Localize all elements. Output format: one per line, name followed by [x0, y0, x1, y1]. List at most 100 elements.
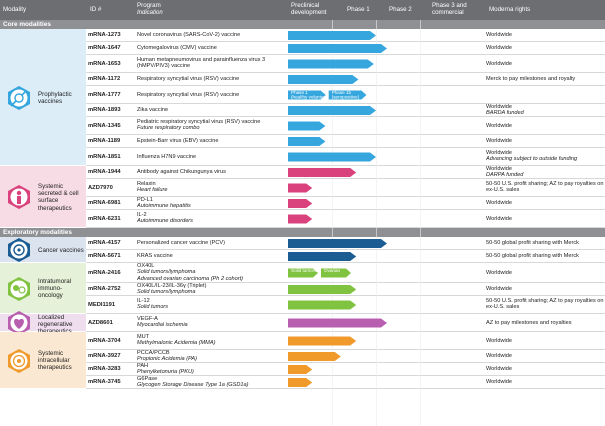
program-id: mRNA-3283: [88, 366, 121, 372]
table-row: mRNA-1345 Pediatric respiratory syncytial…: [86, 117, 605, 135]
program-cell: Zika vaccine: [137, 107, 287, 113]
program-name: G6Pase: [137, 376, 158, 382]
modality-group: Intratumoral immuno-oncology: [0, 263, 86, 314]
pipeline-bar: [288, 59, 374, 69]
pipeline-bar: [288, 183, 313, 193]
pipeline-bar: [288, 168, 357, 177]
pipeline-bar: [288, 137, 326, 146]
pipeline-bar: [288, 318, 387, 328]
stage-divider: [332, 20, 333, 426]
program-cell: OX40L/IL-23/IL-36γ (Triplet) Solid tumors…: [137, 283, 287, 296]
program-name: OX40L/IL-23/IL-36γ (Triplet): [137, 283, 207, 289]
rights-cell: Worldwide: [486, 366, 604, 372]
rights-cell: 50-50 global profit sharing with Merck: [486, 253, 604, 259]
modality-group: Cancer vaccines: [0, 237, 86, 263]
table-row: mRNA-2752 OX40L/IL-23/IL-36γ (Triplet) Sol…: [86, 283, 605, 296]
pipeline-bar: [288, 199, 313, 208]
program-name: Influenza H7N9 vaccine: [137, 154, 197, 160]
rights-cell: Worldwide: [486, 286, 604, 292]
bar-segment-label: Phase 1: [291, 90, 308, 95]
rights-text: Worldwide: [486, 270, 513, 276]
program-indication: Propionic Acidemia (PA): [137, 356, 197, 363]
rights-note: BARDA funded: [486, 110, 524, 117]
header-phase2: Phase 2: [389, 6, 412, 13]
header-modality: Modality: [3, 6, 27, 13]
program-cell: Antibody against Chikungunya virus: [137, 169, 287, 175]
rights-text: Worldwide: [486, 104, 513, 110]
modality-group: Systemic intracellular therapeutics: [0, 332, 86, 389]
rights-cell: Worldwide: [486, 270, 604, 276]
rights-text: Worldwide: [486, 338, 513, 344]
program-cell: PD-L1 Autoimmune hepatitis: [137, 197, 287, 210]
program-cell: Cytomegalovirus (CMV) vaccine: [137, 45, 287, 51]
table-row: mRNA-6981 PD-L1 Autoimmune hepatitis Worldw…: [86, 197, 605, 210]
rights-cell: Worldwide DARPA funded: [486, 166, 604, 179]
table-row: mRNA-1273 Novel coronavirus (SARS-CoV-2) …: [86, 29, 605, 42]
program-cell: KRAS vaccine: [137, 253, 287, 259]
prophylactic-vaccine-icon: [8, 85, 30, 110]
program-name: Zika vaccine: [137, 107, 169, 113]
table-row: mRNA-3927 PCCA/PCCB Propionic Acidemia (PA…: [86, 350, 605, 363]
rights-text: Worldwide: [486, 45, 513, 51]
header-preclinical: Preclinical development: [291, 2, 327, 16]
bar-segment-sublabel: (seropositive): [332, 95, 360, 100]
program-id: mRNA-3704: [88, 338, 121, 344]
header-program-label: Program: [137, 2, 161, 9]
program-name: Human metapneumovirus and parainfluenza …: [137, 57, 266, 70]
rights-text: Worldwide: [486, 216, 513, 222]
rights-cell: Worldwide: [486, 353, 604, 359]
program-cell: Relaxin Heart failure: [137, 181, 287, 194]
rights-text: Worldwide: [486, 150, 513, 156]
program-id: mRNA-1345: [88, 123, 121, 129]
program-name: MUT: [137, 334, 150, 340]
rights-cell: Worldwide BARDA funded: [486, 104, 604, 117]
program-indication: Solid tumors/lymphoma: [137, 269, 196, 276]
rights-cell: Worldwide: [486, 338, 604, 344]
table-header: Modality ID # Program Indication Preclini…: [0, 0, 605, 20]
program-cell: OX40L Solid tumors/lymphoma Advanced ovari…: [137, 263, 287, 282]
program-id: mRNA-1653: [88, 61, 121, 67]
program-id: mRNA-2416: [88, 270, 121, 276]
intratumoral-icon: [8, 276, 30, 301]
rights-text: Worldwide: [486, 379, 513, 385]
program-id: mRNA-3927: [88, 353, 121, 359]
rights-cell: 50-50 global profit sharing with Merck: [486, 240, 604, 246]
rights-text: 50-50 U.S. profit sharing; AZ to pay roy…: [486, 298, 604, 311]
program-id: mRNA-5671: [88, 253, 121, 259]
rights-text: Worldwide: [486, 61, 513, 67]
pipeline-bar: [288, 352, 341, 361]
pipeline-bar: [288, 378, 313, 387]
program-cell: IL-12 Solid tumors: [137, 298, 287, 311]
section-header: Core modalities: [0, 20, 605, 29]
rights-text: Worldwide: [486, 138, 513, 144]
program-name: Cytomegalovirus (CMV) vaccine: [137, 45, 217, 51]
rights-text: AZ to pay milestones and royalties: [486, 320, 572, 326]
rights-cell: Worldwide: [486, 200, 604, 206]
pipeline-bar: [288, 152, 376, 162]
program-id: mRNA-2752: [88, 286, 121, 292]
modality-name: Systemic secreted & cell surface therape…: [38, 183, 79, 212]
program-id: mRNA-3745: [88, 379, 121, 385]
rights-cell: Worldwide: [486, 61, 604, 67]
table-row: AZD7970 Relaxin Heart failure 50-50 U.S. pr…: [86, 179, 605, 197]
pipeline-bar: [288, 31, 376, 40]
table-row: mRNA-1172 Respiratory syncytial virus (RS…: [86, 73, 605, 86]
pipeline-bar: [288, 121, 326, 131]
table-row: mRNA-3283 PAH Phenylketonuria (PKU) Worldwi…: [86, 363, 605, 376]
rights-cell: Worldwide: [486, 32, 604, 38]
program-id: mRNA-1851: [88, 154, 121, 160]
rights-cell: 50-50 U.S. profit sharing; AZ to pay roy…: [486, 181, 604, 194]
program-id: mRNA-6981: [88, 200, 121, 206]
program-name: Antibody against Chikungunya virus: [137, 169, 226, 175]
program-id: AZD8601: [88, 320, 113, 326]
rights-text: Worldwide: [486, 200, 513, 206]
rights-cell: Worldwide: [486, 138, 604, 144]
program-id: mRNA-1647: [88, 45, 121, 51]
rights-text: Worldwide: [486, 366, 513, 372]
program-cell: Respiratory syncytial virus (RSV) vaccin…: [137, 92, 287, 98]
pipeline-bar-segment: [288, 90, 326, 100]
pipeline-bar-segment: [328, 90, 367, 100]
header-id: ID #: [90, 6, 102, 13]
